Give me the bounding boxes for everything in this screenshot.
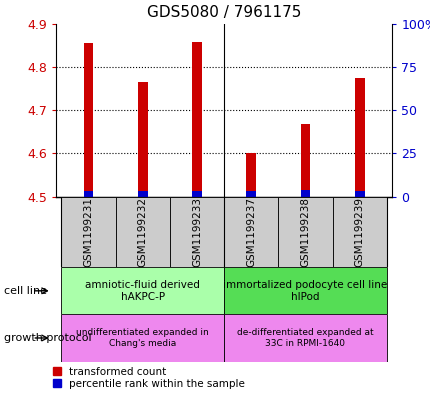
Bar (300, 189, 310, 196)
Bar (224, 314, 386, 362)
Bar (246, 153, 255, 196)
Text: undifferentiated expanded in
Chang's media: undifferentiated expanded in Chang's med… (76, 328, 209, 348)
Bar (115, 196, 169, 267)
Legend: transformed count, percentile rank within the sample: transformed count, percentile rank withi… (52, 367, 245, 389)
Bar (192, 191, 201, 196)
Bar (300, 124, 310, 196)
Text: GSM1199232: GSM1199232 (138, 197, 147, 267)
Text: growth protocol: growth protocol (4, 333, 92, 343)
Bar (354, 191, 364, 196)
Text: GSM1199237: GSM1199237 (246, 197, 256, 267)
Text: GSM1199238: GSM1199238 (300, 197, 310, 267)
Bar (61, 267, 224, 314)
Bar (278, 196, 332, 267)
Text: immortalized podocyte cell line
hIPod: immortalized podocyte cell line hIPod (223, 280, 387, 301)
Bar (192, 42, 201, 196)
Bar (224, 196, 278, 267)
Bar (61, 314, 224, 362)
Text: GSM1199233: GSM1199233 (191, 197, 202, 267)
Bar (83, 191, 93, 196)
Text: cell line: cell line (4, 286, 47, 296)
Bar (246, 191, 255, 196)
Text: GSM1199231: GSM1199231 (83, 197, 93, 267)
Bar (83, 43, 93, 196)
Bar (354, 77, 364, 196)
Text: GSM1199239: GSM1199239 (354, 197, 364, 267)
Bar (332, 196, 386, 267)
Bar (138, 82, 147, 196)
Title: GDS5080 / 7961175: GDS5080 / 7961175 (147, 5, 301, 20)
Text: amniotic-fluid derived
hAKPC-P: amniotic-fluid derived hAKPC-P (85, 280, 200, 301)
Text: de-differentiated expanded at
33C in RPMI-1640: de-differentiated expanded at 33C in RPM… (237, 328, 373, 348)
Bar (224, 267, 386, 314)
Bar (61, 196, 115, 267)
Bar (138, 191, 147, 196)
Bar (169, 196, 224, 267)
